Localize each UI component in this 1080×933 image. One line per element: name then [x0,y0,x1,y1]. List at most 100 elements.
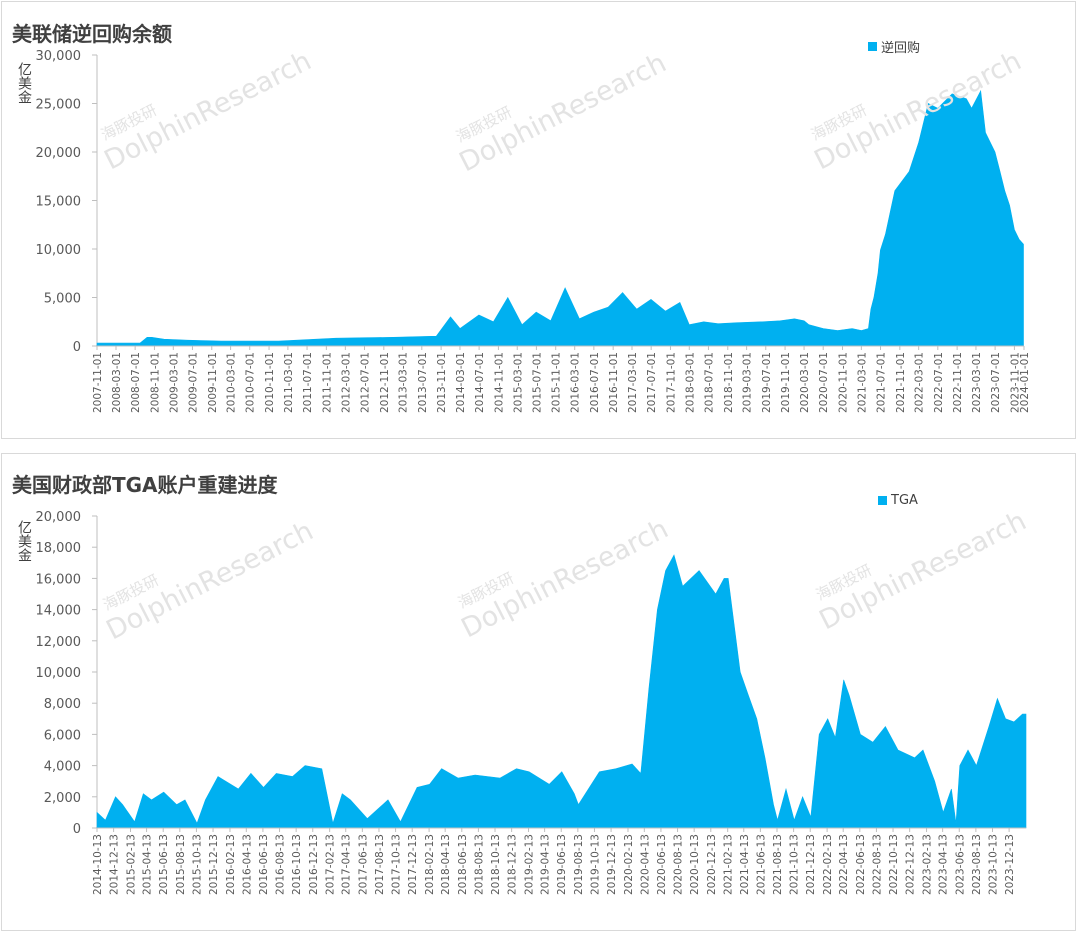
x-tick-label: 2007-11-01 [92,352,104,413]
x-tick-label: 2015-02-13 [126,834,138,895]
x-tick-label: 2019-04-13 [540,834,552,895]
x-tick-label: 2017-06-13 [357,834,369,895]
y-tick-label: 10,000 [36,666,82,681]
y-tick-label: 6,000 [44,728,81,743]
x-tick-label: 2014-11-01 [493,352,505,413]
y-tick-label: 25,000 [36,98,82,113]
x-tick-label: 2015-03-01 [512,352,524,413]
chart-title: 美联储逆回购余额 [12,22,172,46]
x-tick-label: 2017-12-13 [407,834,419,895]
x-tick-label: 2022-12-13 [905,834,917,895]
x-tick-label: 2016-11-01 [608,352,620,413]
x-tick-label: 2021-08-13 [772,834,784,895]
x-tick-label: 2014-03-01 [455,352,467,413]
x-tick-label: 2021-11-01 [895,352,907,413]
x-tick-label: 2018-11-01 [723,352,735,413]
x-tick-label: 2018-03-01 [684,352,696,413]
x-tick-label: 2015-04-13 [142,834,154,895]
x-tick-label: 2019-12-13 [606,834,618,895]
y-tick-label: 12,000 [36,635,82,650]
x-tick-label: 2023-08-13 [971,834,983,895]
x-tick-label: 2008-03-01 [111,352,123,413]
area-series-TGA [96,554,1027,829]
y-axis-label: 亿美金 [16,62,32,104]
x-tick-label: 2019-07-01 [761,352,773,413]
x-tick-label: 2023-03-01 [971,352,983,413]
x-tick-label: 2016-12-13 [308,834,320,895]
x-tick-label: 2020-11-01 [838,352,850,413]
x-tick-label: 2014-07-01 [474,352,486,413]
x-tick-label: 2011-03-01 [283,352,295,413]
chart-svg: 0 5,000 10,000 15,000 20,000 25,000 30,000 2007… [36,49,1032,413]
x-tick-label: 2016-10-13 [291,834,303,895]
x-tick-label: 2010-03-01 [226,352,238,413]
x-tick-label: 2021-12-13 [805,834,817,895]
x-tick-label: 2020-04-13 [639,834,651,895]
x-tick-label: 2021-04-13 [739,834,751,895]
x-tick-label: 2019-03-01 [742,352,754,413]
x-tick-label: 2023-12-13 [1004,834,1016,895]
y-tick-label: 20,000 [36,146,82,161]
x-tick-label: 2015-11-01 [551,352,563,413]
x-tick-label: 2023-07-01 [990,352,1002,413]
x-tick-label: 2022-11-01 [952,352,964,413]
y-tick-label: 15,000 [36,195,82,210]
x-tick-label: 2013-07-01 [417,352,429,413]
x-tick-label: 2022-04-13 [838,834,850,895]
legend-swatch [868,42,877,51]
legend-label: 逆回购 [881,41,921,56]
x-tick-label: 2017-08-13 [374,834,386,895]
x-tick-label: 2015-10-13 [191,834,203,895]
x-tick-label: 2016-06-13 [258,834,270,895]
x-tick-label: 2020-10-13 [689,834,701,895]
x-tick-label: 2020-03-01 [799,352,811,413]
x-tick-label: 2017-04-13 [341,834,353,895]
y-tick-label: 4,000 [44,760,81,775]
x-tick-label: 2019-11-01 [780,352,792,413]
x-tick-label: 2018-10-13 [490,834,502,895]
x-tick-label: 2016-04-13 [241,834,253,895]
tga-chart-panel: 美国财政部TGA账户重建进度 亿美金 TGA 0 2,000 4,000 6,000 8… [1,453,1076,931]
x-tick-label: 2017-03-01 [627,352,639,413]
x-tick-label: 2018-08-13 [473,834,485,895]
x-tick-label: 2014-12-13 [109,834,121,895]
x-tick-label: 2017-02-13 [325,834,337,895]
x-tick-label: 2015-07-01 [531,352,543,413]
legend-label: TGA [891,493,918,508]
x-tick-label: 2022-03-01 [914,352,926,413]
chart-title: 美国财政部TGA账户重建进度 [12,473,278,497]
x-tick-label: 2015-12-13 [208,834,220,895]
x-tick-label: 2016-08-13 [275,834,287,895]
x-tick-label: 2020-08-13 [673,834,685,895]
x-tick-label: 2009-07-01 [187,352,199,413]
x-tick-label: 2023-02-13 [922,834,934,895]
x-tick-label: 2012-03-01 [340,352,352,413]
x-tick-label: 2019-02-13 [524,834,536,895]
x-tick-label: 2019-10-13 [589,834,601,895]
x-tick-label: 2012-11-01 [379,352,391,413]
x-tick-label: 2011-11-01 [321,352,333,413]
y-tick-label: 0 [73,822,81,837]
x-tick-label: 2022-02-13 [822,834,834,895]
x-tick-label: 2021-10-13 [789,834,801,895]
x-tick-label: 2022-06-13 [855,834,867,895]
x-tick-label: 2021-07-01 [876,352,888,413]
y-tick-label: 10,000 [36,243,82,258]
x-tick-label: 2021-02-13 [723,834,735,895]
y-tick-label: 18,000 [36,541,82,556]
y-tick-label: 14,000 [36,604,82,619]
x-tick-label: 2023-04-13 [938,834,950,895]
y-tick-label: 0 [73,340,81,355]
x-tick-label: 2020-12-13 [706,834,718,895]
legend: TGA [878,493,918,508]
x-tick-label: 2017-10-13 [391,834,403,895]
x-tick-label: 2009-11-01 [207,352,219,413]
x-tick-label: 2021-03-01 [856,352,868,413]
legend: 逆回购 [868,37,920,56]
x-tick-label: 2020-02-13 [623,834,635,895]
x-tick-label: 2023-06-13 [954,834,966,895]
y-tick-label: 16,000 [36,572,82,587]
y-tick-label: 30,000 [36,49,82,64]
x-tick-label: 2016-02-13 [225,834,237,895]
area-series-逆回购 [96,89,1024,347]
